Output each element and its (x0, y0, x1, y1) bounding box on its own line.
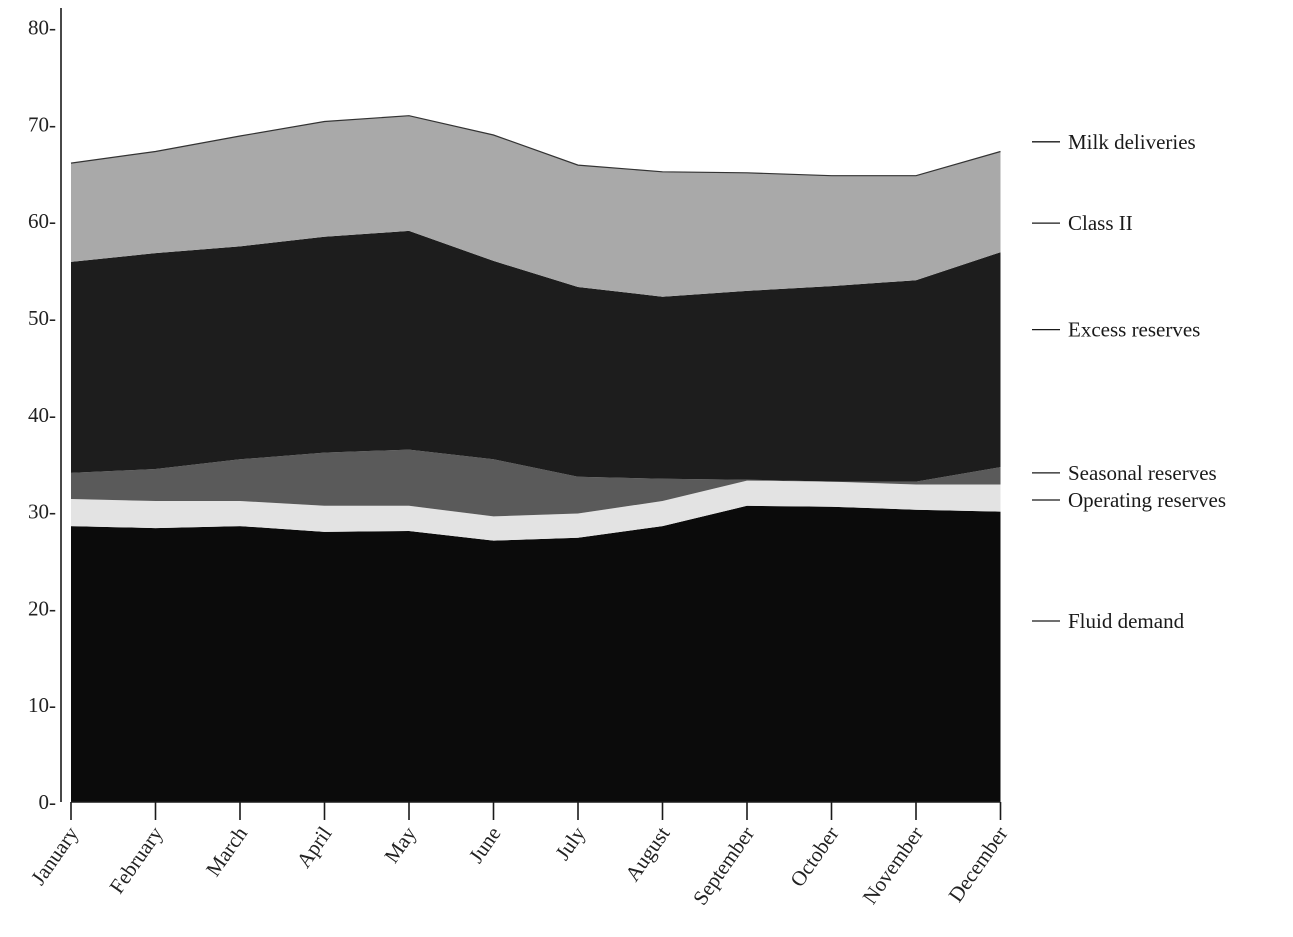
y-tick-label: 80- (28, 16, 56, 40)
y-axis-ticks: 0- 10- 20- 30- 40- 50- 60- 70- 80- (28, 16, 56, 814)
legend-label-operating-reserves: Operating reserves (1068, 488, 1226, 512)
x-tick-label-october: October (785, 822, 843, 891)
y-tick-label: 20- (28, 596, 56, 620)
axes (60, 8, 1001, 803)
area-operating-reserves (71, 480, 1001, 541)
y-tick-label: 10- (28, 693, 56, 717)
x-tick-label-november: November (858, 822, 929, 908)
x-tick-label-august: August (620, 822, 675, 886)
legend-label-class-ii: Class II (1068, 211, 1133, 235)
y-tick-label: 50- (28, 306, 56, 330)
legend-label-fluid-demand: Fluid demand (1068, 609, 1185, 633)
x-tick-label-december: December (943, 822, 1012, 906)
x-tick-label-february: February (104, 822, 167, 898)
x-tick-label-june: June (464, 822, 506, 867)
legend-label-excess-reserves: Excess reserves (1068, 318, 1200, 342)
y-tick-label: 70- (28, 112, 56, 136)
x-axis-ticks: January February March April May June July Augu… (26, 802, 1013, 909)
y-tick-label: 0- (39, 790, 57, 814)
x-tick-label-january: January (26, 822, 83, 890)
legend-label-seasonal-reserves: Seasonal reserves (1068, 461, 1217, 485)
x-tick-label-july: July (550, 822, 590, 865)
y-tick-label: 40- (28, 403, 56, 427)
legend: Milk deliveries Class II Excess reserves Se… (1032, 130, 1226, 633)
y-tick-label: 60- (28, 209, 56, 233)
x-tick-label-september: September (688, 822, 759, 909)
x-tick-label-april: April (292, 822, 337, 872)
legend-label-milk-deliveries: Milk deliveries (1068, 130, 1196, 154)
x-tick-label-march: March (201, 822, 252, 881)
area-layers (70, 115, 1001, 802)
x-tick-label-may: May (379, 822, 421, 868)
area-fluid-demand (71, 505, 1001, 802)
area-class-ii (71, 115, 1001, 297)
area-excess-reserves (71, 230, 1001, 482)
line-milk-deliveries (70, 115, 1001, 177)
area-seasonal-reserves (71, 449, 1001, 517)
y-tick-label: 30- (28, 500, 56, 524)
